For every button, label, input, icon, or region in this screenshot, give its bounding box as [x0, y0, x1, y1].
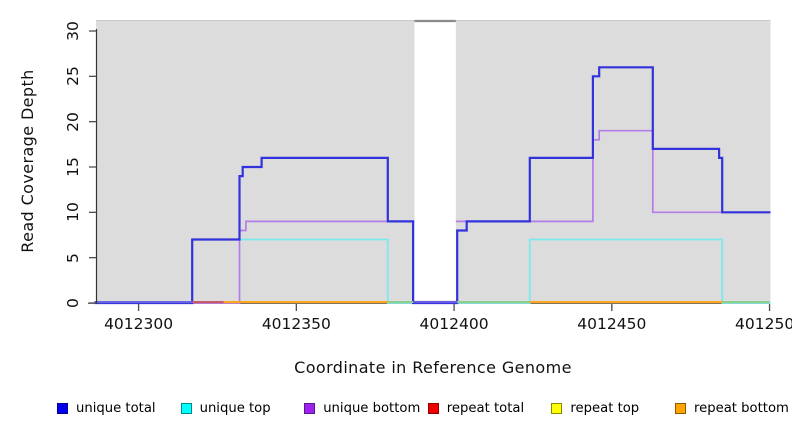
y-tick-label: 25 [64, 66, 82, 87]
legend-swatch-icon [57, 402, 68, 414]
legend-label: unique top [199, 400, 271, 416]
legend-item-repeat-total: repeat total [427, 399, 525, 417]
y-tick-label: 30 [64, 21, 82, 41]
legend-item-repeat-top: repeat top [551, 399, 639, 417]
y-tick-label: 10 [64, 202, 82, 223]
legend-swatch-icon [304, 402, 316, 414]
x-tick-label: 4012450 [577, 315, 647, 333]
legend-swatch-icon [551, 402, 563, 414]
x-tick-label: 4012300 [104, 315, 174, 333]
y-axis-title: Read Coverage Depth [18, 69, 37, 253]
x-axis-title: Coordinate in Reference Genome [294, 358, 572, 377]
legend-label: repeat top [570, 400, 640, 416]
legend-label: unique total [76, 400, 156, 416]
y-tick-label: 5 [64, 252, 82, 263]
masked-region [414, 21, 456, 301]
legend-swatch-icon [180, 402, 192, 414]
y-tick-label: 15 [64, 157, 82, 177]
x-tick-label: 4012400 [419, 315, 489, 333]
x-tick-label: 4012350 [261, 315, 331, 333]
legend-swatch-icon [675, 402, 686, 414]
legend-label: repeat total [446, 400, 525, 416]
legend-label: repeat bottom [694, 400, 789, 416]
legend-swatch-icon [427, 402, 439, 414]
y-tick-label: 20 [64, 111, 82, 132]
legend-item-unique-total: unique total [57, 399, 156, 417]
y-tick-label: 0 [64, 298, 82, 308]
legend-label: unique bottom [323, 400, 421, 416]
legend-item-unique-top: unique top [180, 399, 271, 417]
series-unique-total-line [94, 66, 771, 305]
legend-item-unique-bottom: unique bottom [304, 399, 420, 417]
legend-item-repeat-bottom: repeat bottom [675, 399, 789, 417]
